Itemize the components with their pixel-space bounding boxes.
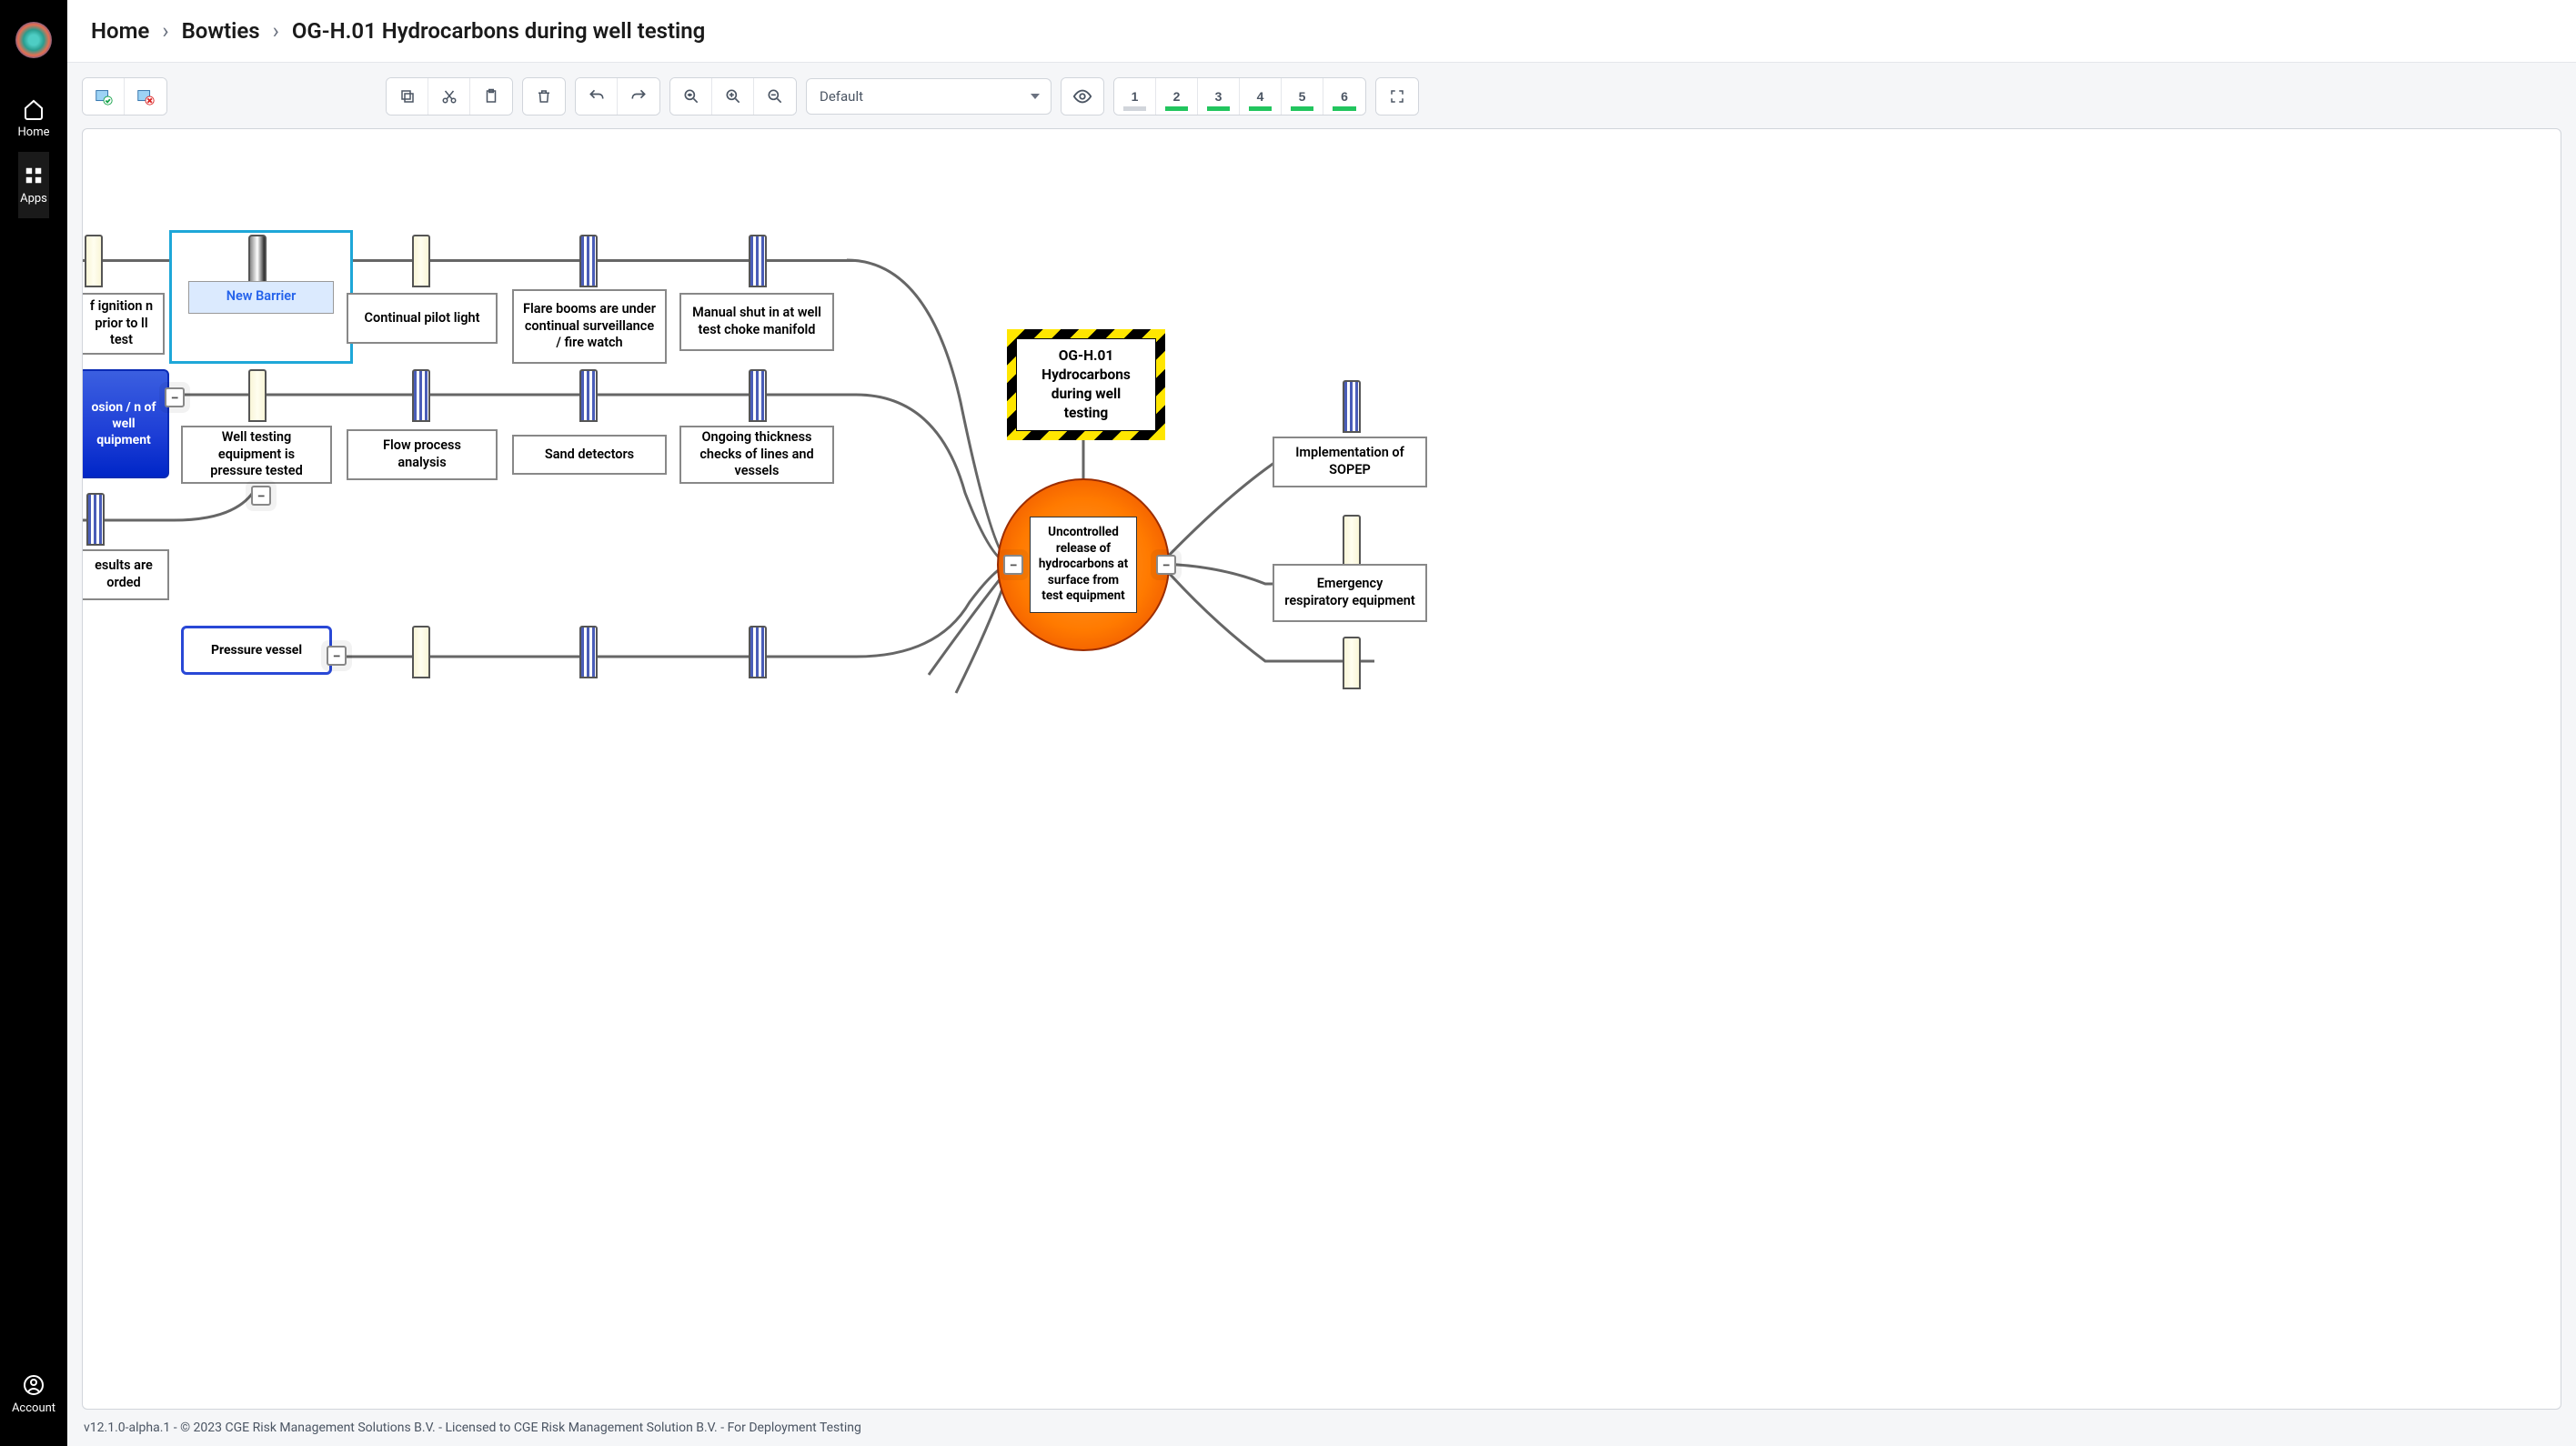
barrier-tab <box>412 235 430 287</box>
barrier-box-ignition[interactable]: f ignition n prior to ll test <box>82 293 165 355</box>
level-button-2[interactable]: 2 <box>1156 78 1198 115</box>
copy-button[interactable] <box>387 78 428 115</box>
hazard-box[interactable]: OG-H.01 Hydrocarbons during well testing <box>1007 329 1165 440</box>
barrier-tab <box>1343 637 1361 689</box>
footer-text: v12.1.0-alpha.1 - © 2023 CGE Risk Manage… <box>84 1421 861 1435</box>
barrier-box-pressure-tested[interactable]: Well testing equipment is pressure teste… <box>181 426 332 484</box>
app-logo <box>15 22 52 58</box>
threat-box-pressure-vessel[interactable]: Pressure vessel <box>181 626 332 675</box>
barrier-box-new[interactable]: New Barrier <box>188 281 334 314</box>
level-button-4[interactable]: 4 <box>1240 78 1282 115</box>
barrier-tab <box>412 369 430 422</box>
barrier-tab <box>579 626 598 678</box>
barrier-box-flow[interactable]: Flow process analysis <box>347 429 498 480</box>
barrier-tab <box>412 626 430 678</box>
level-button-6[interactable]: 6 <box>1323 78 1365 115</box>
header: Home › Bowties › OG-H.01 Hydrocarbons du… <box>67 0 2576 63</box>
barrier-box-sand[interactable]: Sand detectors <box>512 435 667 475</box>
barrier-box-respiratory[interactable]: Emergency respiratory equipment <box>1273 564 1427 622</box>
breadcrumb-home[interactable]: Home <box>91 18 149 44</box>
cut-button[interactable] <box>428 78 470 115</box>
accept-button[interactable] <box>83 78 125 115</box>
visibility-button[interactable] <box>1062 78 1103 115</box>
collapse-button[interactable]: − <box>1003 555 1023 575</box>
collapse-button[interactable]: − <box>251 486 271 506</box>
tool-group-levels: 123456 <box>1113 77 1366 115</box>
barrier-box-selected-outer[interactable]: New Barrier <box>170 231 352 363</box>
sidebar-item-account[interactable]: Account <box>12 1361 55 1428</box>
barrier-tab <box>749 235 767 287</box>
tool-group-history <box>575 77 660 115</box>
paste-button[interactable] <box>470 78 512 115</box>
diagram-canvas[interactable]: f ignition n prior to ll test New Barrie… <box>82 128 2561 1410</box>
view-dropdown[interactable]: Default <box>806 78 1052 115</box>
dropdown-value: Default <box>820 88 863 105</box>
hazard-label: OG-H.01 Hydrocarbons during well testing <box>1016 338 1156 431</box>
barrier-tab <box>248 369 267 422</box>
barrier-tab <box>579 235 598 287</box>
sidebar-label-account: Account <box>12 1401 55 1415</box>
barrier-box-pilot[interactable]: Continual pilot light <box>347 293 498 344</box>
sidebar-item-home[interactable]: Home <box>18 85 50 152</box>
barrier-tab <box>85 235 103 287</box>
fullscreen-button[interactable] <box>1376 78 1418 115</box>
breadcrumb-current: OG-H.01 Hydrocarbons during well testing <box>292 18 705 44</box>
zoom-out-button[interactable] <box>754 78 796 115</box>
collapse-button[interactable]: − <box>1156 555 1176 575</box>
barrier-tab <box>248 235 267 287</box>
level-button-5[interactable]: 5 <box>1282 78 1323 115</box>
barrier-box-sopep[interactable]: Implementation of SOPEP <box>1273 437 1427 487</box>
barrier-box-thickness[interactable]: Ongoing thickness checks of lines and ve… <box>679 426 834 484</box>
chevron-right-icon: › <box>162 18 168 44</box>
toolbar: Default 123456 <box>82 77 2561 115</box>
breadcrumb-bowties[interactable]: Bowties <box>182 18 260 44</box>
barrier-tab <box>749 369 767 422</box>
left-sidebar: Home Apps Account <box>0 0 67 1446</box>
barrier-tab <box>1343 515 1361 567</box>
level-button-3[interactable]: 3 <box>1198 78 1240 115</box>
tool-group-fullscreen <box>1375 77 1419 115</box>
barrier-tab <box>749 626 767 678</box>
footer: v12.1.0-alpha.1 - © 2023 CGE Risk Manage… <box>67 1410 2576 1446</box>
collapse-button[interactable]: − <box>165 387 185 407</box>
tool-group-validate <box>82 77 167 115</box>
threat-box-erosion[interactable]: osion / n of well quipment <box>82 369 169 478</box>
barrier-box-flare[interactable]: Flare booms are under continual surveill… <box>512 289 667 364</box>
zoom-fit-button[interactable] <box>670 78 712 115</box>
main-area: Home › Bowties › OG-H.01 Hydrocarbons du… <box>67 0 2576 1446</box>
tool-group-delete <box>522 77 566 115</box>
tool-group-zoom <box>669 77 797 115</box>
barrier-box-manual[interactable]: Manual shut in at well test choke manifo… <box>679 293 834 351</box>
account-icon <box>23 1374 45 1396</box>
collapse-button[interactable]: − <box>327 646 347 666</box>
zoom-in-button[interactable] <box>712 78 754 115</box>
tool-group-visibility <box>1061 77 1104 115</box>
chevron-right-icon: › <box>273 18 279 44</box>
barrier-tab <box>86 493 105 546</box>
redo-button[interactable] <box>618 78 659 115</box>
barrier-box-results[interactable]: esults are orded <box>82 549 169 600</box>
barrier-tab <box>1343 380 1361 433</box>
level-button-1[interactable]: 1 <box>1114 78 1156 115</box>
apps-icon <box>23 165 45 186</box>
reject-button[interactable] <box>125 78 166 115</box>
delete-button[interactable] <box>523 78 565 115</box>
top-event-label: Uncontrolled release of hydrocarbons at … <box>1030 517 1137 613</box>
sidebar-item-apps[interactable]: Apps <box>18 152 50 218</box>
toolbar-area: Default 123456 <box>67 63 2576 115</box>
sidebar-label-apps: Apps <box>20 192 47 206</box>
barrier-tab <box>579 369 598 422</box>
tool-group-edit <box>386 77 513 115</box>
sidebar-label-home: Home <box>18 126 50 139</box>
breadcrumb: Home › Bowties › OG-H.01 Hydrocarbons du… <box>91 18 2552 44</box>
undo-button[interactable] <box>576 78 618 115</box>
home-icon <box>23 98 45 120</box>
